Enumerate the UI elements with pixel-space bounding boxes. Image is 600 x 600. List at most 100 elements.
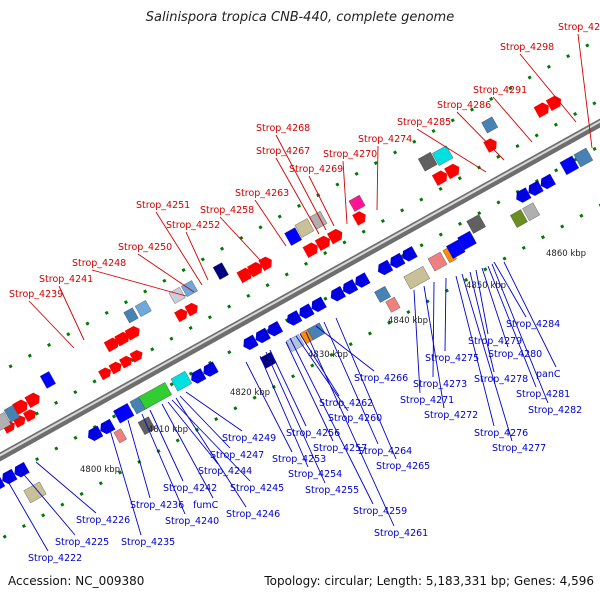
reverse-gene-label[interactable]: Strop_4261 — [374, 528, 428, 539]
reverse-gene-label[interactable]: Strop_4249 — [222, 433, 276, 444]
forward-gene-label[interactable]: Strop_4274 — [358, 134, 412, 145]
forward-gene-label[interactable]: Strop_4263 — [235, 188, 289, 199]
reverse-gene-arrow — [14, 462, 30, 478]
reverse-gene-label[interactable]: Strop_4247 — [210, 450, 264, 461]
forward-gene-label[interactable]: Strop_4250 — [118, 242, 172, 253]
track-tick — [329, 352, 334, 357]
reverse-gene-arrow — [191, 368, 207, 384]
reverse-gene-label[interactable]: Strop_4256 — [286, 428, 340, 439]
reverse-gene-arrow — [311, 296, 327, 313]
forward-gene-label[interactable]: Strop_4258 — [200, 205, 254, 216]
reverse-gene-label[interactable]: panC — [536, 369, 561, 380]
reverse-gene-label[interactable]: Strop_4282 — [528, 405, 582, 416]
track-tick — [554, 168, 559, 173]
label-leader-line — [269, 349, 307, 427]
reverse-gene-label[interactable]: Strop_4272 — [424, 410, 478, 421]
gene-block — [168, 287, 186, 304]
reverse-gene-label[interactable]: Strop_4244 — [198, 466, 252, 477]
gene-block — [138, 382, 172, 410]
forward-gene-label[interactable]: Strop_4268 — [256, 123, 310, 134]
label-leader-line — [295, 335, 349, 412]
track-tick — [464, 277, 469, 283]
forward-gene-label[interactable]: Strop_4285 — [397, 117, 451, 128]
reverse-gene-label[interactable]: Strop_4226 — [76, 515, 130, 526]
reverse-gene-label[interactable]: Strop_4240 — [165, 516, 219, 527]
track-tick — [8, 364, 13, 369]
forward-gene-arrow — [483, 138, 497, 153]
label-leader-line — [456, 111, 505, 161]
track-tick — [553, 122, 558, 127]
genome-info-label: Topology: circular; Length: 5,183,331 bp… — [264, 574, 594, 588]
track-tick — [150, 347, 155, 352]
forward-gene-label[interactable]: Strop_4286 — [437, 100, 491, 111]
gene-block — [23, 481, 47, 504]
reverse-gene-label[interactable]: Strop_4255 — [305, 485, 359, 496]
kbp-tick-label: 4810 kbp — [148, 425, 188, 435]
reverse-gene-label[interactable]: Strop_4277 — [492, 443, 546, 454]
reverse-gene-label[interactable]: Strop_4279 — [468, 336, 522, 347]
reverse-gene-label[interactable]: fumC — [193, 500, 219, 511]
forward-gene-label[interactable]: Strop_4267 — [256, 146, 310, 157]
track-tick — [85, 321, 90, 326]
forward-gene-label[interactable]: Strop_4239 — [9, 289, 63, 300]
track-tick — [2, 534, 7, 539]
label-leader-line — [416, 128, 487, 173]
reverse-gene-label[interactable]: Strop_4225 — [55, 537, 109, 548]
gene-block — [510, 209, 528, 228]
reverse-gene-label[interactable]: Strop_4245 — [230, 483, 284, 494]
forward-gene-label[interactable]: Strop_4270 — [323, 149, 377, 160]
track-tick — [181, 268, 186, 273]
reverse-gene-label[interactable]: Strop_4254 — [288, 469, 342, 480]
label-leader-line — [219, 216, 261, 261]
reverse-gene-label[interactable]: Strop_4222 — [28, 553, 82, 564]
reverse-gene-arrow — [540, 173, 556, 190]
label-leader-line — [109, 429, 142, 536]
forward-gene-label[interactable]: Strop_4269 — [289, 164, 343, 175]
reverse-gene-label[interactable]: Strop_4242 — [163, 483, 217, 494]
forward-gene-label[interactable]: Strop_4291 — [473, 85, 527, 96]
reverse-gene-label[interactable]: Strop_4281 — [516, 389, 570, 400]
track-tick — [534, 133, 539, 138]
gene-block — [113, 403, 135, 424]
reverse-gene-label[interactable]: Strop_4246 — [226, 509, 280, 520]
reverse-gene-label[interactable]: Strop_4259 — [353, 506, 407, 517]
forward-gene-arrow — [108, 361, 122, 375]
kbp-tick-label: 4840 kbp — [388, 316, 428, 326]
label-leader-line — [259, 355, 309, 468]
track-tick — [220, 246, 225, 251]
reverse-gene-label[interactable]: Strop_4264 — [358, 446, 412, 457]
label-leader-line — [342, 160, 348, 225]
forward-gene-label[interactable]: Strop_4252 — [166, 220, 220, 231]
label-leader-line — [323, 321, 379, 445]
reverse-gene-label[interactable]: Strop_4257 — [313, 443, 367, 454]
reverse-gene-label[interactable]: Strop_4260 — [328, 413, 382, 424]
reverse-gene-label[interactable]: Strop_4275 — [425, 353, 479, 364]
reverse-gene-label[interactable]: Strop_4235 — [121, 537, 175, 548]
reverse-gene-label[interactable]: Strop_4253 — [272, 454, 326, 465]
track-tick — [227, 304, 232, 309]
reverse-gene-label[interactable]: Strop_4265 — [376, 461, 430, 472]
reverse-gene-label[interactable]: Strop_4262 — [319, 398, 373, 409]
reverse-gene-label[interactable]: Strop_4284 — [506, 319, 560, 330]
reverse-gene-label[interactable]: Strop_4276 — [474, 428, 528, 439]
forward-gene-label[interactable]: Strop_4299 — [558, 22, 600, 33]
label-leader-line — [185, 231, 209, 281]
track-tick — [284, 272, 289, 277]
forward-gene-arrow — [258, 256, 272, 271]
gene-block — [3, 404, 20, 423]
label-leader-line — [503, 261, 557, 368]
track-tick — [303, 261, 309, 266]
label-leader-line — [444, 277, 447, 352]
gene-block — [466, 214, 486, 234]
forward-gene-label[interactable]: Strop_4248 — [72, 258, 126, 269]
forward-gene-label[interactable]: Strop_4298 — [500, 42, 554, 53]
reverse-gene-label[interactable]: Strop_4266 — [354, 373, 408, 384]
track-tick — [35, 457, 40, 462]
reverse-gene-arrow — [355, 272, 371, 288]
reverse-gene-label[interactable]: Strop_4236 — [130, 500, 184, 511]
reverse-gene-label[interactable]: Strop_4271 — [400, 395, 454, 406]
reverse-gene-label[interactable]: Strop_4278 — [474, 374, 528, 385]
reverse-gene-label[interactable]: Strop_4280 — [488, 349, 542, 360]
forward-gene-label[interactable]: Strop_4251 — [136, 200, 190, 211]
forward-gene-label[interactable]: Strop_4241 — [39, 274, 93, 285]
